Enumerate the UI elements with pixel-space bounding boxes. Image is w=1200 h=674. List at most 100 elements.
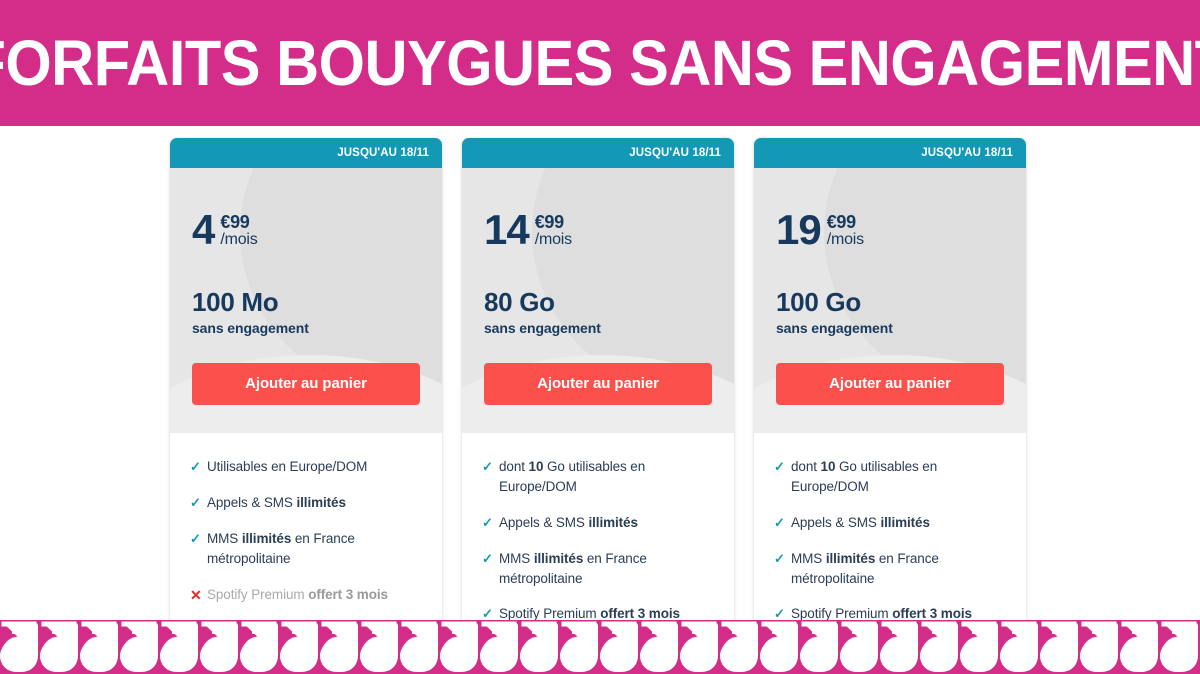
feature-label: Spotify Premium offert 3 mois: [791, 606, 972, 622]
check-icon: ✓: [190, 530, 201, 546]
bouygues-b-glyph-icon: [1160, 620, 1200, 674]
check-icon: ✓: [482, 514, 493, 530]
bouygues-b-glyph-icon: [320, 620, 360, 674]
price-integer: 14: [484, 206, 530, 253]
promo-deadline-label: JUSQU'AU 18/11: [337, 147, 429, 159]
pricing-cards-row: JUSQU'AU 18/11 4 €99/mois 100 Mo sans engage…: [170, 138, 1026, 645]
data-allowance: 100 Mo: [192, 287, 279, 318]
bouygues-b-glyph-icon: [920, 620, 960, 674]
feature-item: ✓ Spotify Premium offert 3 mois: [482, 604, 714, 624]
commitment-label: sans engagement: [776, 319, 893, 336]
add-to-cart-button[interactable]: Ajouter au panier: [192, 362, 420, 405]
card-offer-block: 4 €99/mois 100 Mo sans engagement Ajouter au…: [170, 168, 442, 433]
price-display: 19 €99/mois: [776, 208, 1004, 250]
check-icon: ✓: [774, 550, 785, 566]
feature-item: ✓ Appels & SMS illimités: [482, 513, 714, 533]
bouygues-b-glyph-icon: [200, 620, 240, 674]
bouygues-b-glyph-icon: [240, 620, 280, 674]
price-period: /mois: [534, 230, 572, 248]
bouygues-b-glyph-icon: [840, 620, 880, 674]
bouygues-b-glyph-icon: [760, 620, 800, 674]
check-icon: ✓: [774, 606, 785, 622]
feature-label: MMS illimités en France métropolitaine: [791, 550, 939, 586]
bouygues-b-glyph-icon: [400, 620, 440, 674]
bouygues-b-glyph-icon: [880, 620, 920, 674]
bouygues-b-glyph-icon: [280, 620, 320, 674]
bouygues-b-glyph-icon: [640, 620, 680, 674]
feature-item: ✓ Utilisables en Europe/DOM: [190, 457, 422, 477]
data-allowance: 80 Go: [484, 287, 555, 318]
cross-icon: ✕: [190, 586, 202, 603]
add-to-cart-button[interactable]: Ajouter au panier: [776, 362, 1004, 405]
bouygues-b-glyph-icon: [960, 620, 1000, 674]
feature-item: ✓ MMS illimités en France métropolitaine: [190, 529, 422, 569]
bouygues-b-glyph-icon: [480, 620, 520, 674]
bouygues-b-glyph-icon: [1080, 620, 1120, 674]
bouygues-b-glyph-icon: [600, 620, 640, 674]
feature-label: Appels & SMS illimités: [207, 494, 346, 510]
data-allowance-block: 80 Go sans engagement: [484, 287, 712, 336]
bouygues-b-glyph-icon: [720, 620, 760, 674]
feature-emphasis: offert 3 mois: [892, 606, 972, 622]
promo-banner: JUSQU'AU 18/11: [462, 138, 734, 168]
add-to-cart-button[interactable]: Ajouter au panier: [484, 362, 712, 405]
bouygues-b-glyph-icon: [1120, 620, 1160, 674]
feature-emphasis: illimités: [880, 514, 930, 530]
page-header-banner: FORFAITS BOUYGUES SANS ENGAGEMENT: [0, 0, 1200, 126]
bouygues-b-glyph-icon: [40, 620, 80, 674]
pricing-cards-stage: JUSQU'AU 18/11 4 €99/mois 100 Mo sans engage…: [0, 126, 1200, 645]
feature-label: Appels & SMS illimités: [791, 514, 930, 530]
feature-emphasis: offert 3 mois: [308, 586, 388, 602]
price-suffix: €99/mois: [827, 213, 864, 248]
check-icon: ✓: [774, 514, 785, 530]
feature-list: ✓ dont 10 Go utilisables en Europe/DOM ✓ Ap…: [754, 432, 1026, 645]
promo-banner: JUSQU'AU 18/11: [754, 138, 1026, 168]
bouygues-b-glyph-icon: [1040, 620, 1080, 674]
feature-list: ✓ dont 10 Go utilisables en Europe/DOM ✓ Ap…: [462, 432, 734, 645]
bouygues-b-glyph-icon: [0, 620, 40, 674]
feature-label: Spotify Premium offert 3 mois: [207, 586, 388, 602]
card-offer-block: 19 €99/mois 100 Go sans engagement Ajouter a…: [754, 168, 1026, 433]
bouygues-b-glyph-icon: [680, 620, 720, 674]
promo-deadline-label: JUSQU'AU 18/11: [921, 147, 1013, 159]
feature-item: ✓ Appels & SMS illimités: [774, 513, 1006, 533]
price-display: 14 €99/mois: [484, 206, 712, 253]
feature-label: MMS illimités en France métropolitaine: [499, 550, 647, 586]
feature-item: ✓ dont 10 Go utilisables en Europe/DOM: [482, 457, 714, 497]
feature-item: ✓ MMS illimités en France métropolitaine: [482, 549, 714, 589]
pricing-card: JUSQU'AU 18/11 14 €99/mois 80 Go sans engage…: [462, 138, 734, 645]
page-title: FORFAITS BOUYGUES SANS ENGAGEMENT: [0, 27, 1200, 99]
bouygues-b-glyph-icon: [80, 620, 120, 674]
pricing-card: JUSQU'AU 18/11 4 €99/mois 100 Mo sans engage…: [170, 138, 442, 645]
commitment-label: sans engagement: [192, 319, 309, 336]
feature-item: ✓ MMS illimités en France métropolitaine: [774, 549, 1006, 589]
promo-banner: JUSQU'AU 18/11: [170, 138, 442, 168]
data-allowance-block: 100 Mo sans engagement: [192, 287, 420, 336]
feature-item: ✓ Spotify Premium offert 3 mois: [774, 604, 1006, 624]
feature-emphasis: illimités: [588, 514, 638, 530]
price-period: /mois: [826, 230, 864, 248]
feature-emphasis: offert 3 mois: [600, 606, 680, 622]
bouygues-b-glyph-icon: [160, 620, 200, 674]
bouygues-b-glyph-icon: [440, 620, 480, 674]
check-icon: ✓: [190, 494, 201, 510]
feature-item: ✓ Appels & SMS illimités: [190, 493, 422, 513]
check-icon: ✓: [482, 606, 493, 622]
feature-emphasis: illimités: [533, 550, 584, 566]
price-cents: €99: [220, 212, 250, 232]
price-integer: 4: [192, 206, 215, 253]
feature-label: Appels & SMS illimités: [499, 514, 638, 530]
feature-label: dont 10 Go utilisables en Europe/DOM: [499, 458, 646, 494]
bouygues-b-pattern: [0, 620, 1200, 674]
feature-item: ✕ Spotify Premium offert 3 mois: [190, 585, 422, 605]
data-allowance-block: 100 Go sans engagement: [776, 287, 1004, 336]
card-offer-block: 14 €99/mois 80 Go sans engagement Ajouter au…: [462, 168, 734, 433]
price-cents: €99: [534, 212, 564, 232]
check-icon: ✓: [482, 550, 493, 566]
check-icon: ✓: [482, 458, 493, 474]
data-allowance: 100 Go: [776, 287, 861, 318]
feature-label: MMS illimités en France métropolitaine: [207, 530, 355, 566]
feature-emphasis: illimités: [296, 494, 346, 510]
bouygues-b-glyph-icon: [560, 620, 600, 674]
price-display: 4 €99/mois: [192, 206, 420, 253]
